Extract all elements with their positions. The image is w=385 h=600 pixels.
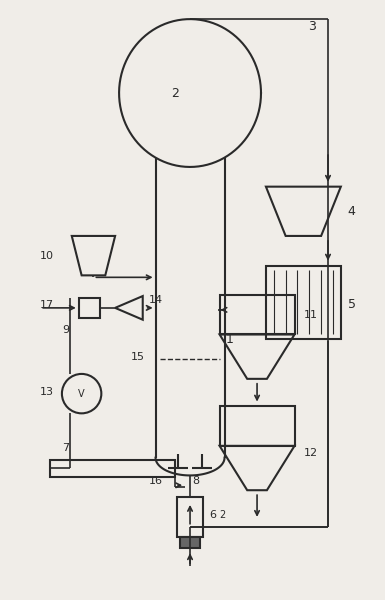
Text: 17: 17 [40,300,54,310]
Text: 10: 10 [40,251,54,260]
Bar [180,536,200,548]
Text: 2: 2 [171,86,179,100]
Bar [79,298,100,318]
Text: 11: 11 [303,310,317,320]
Bar [50,460,175,478]
Bar [219,406,295,446]
Text: 12: 12 [303,448,318,458]
Text: 13: 13 [40,386,54,397]
Text: 4: 4 [348,205,356,218]
Bar [266,266,341,340]
Bar [177,497,203,536]
Text: V: V [78,389,85,398]
Text: 15: 15 [131,352,145,362]
Text: 3: 3 [308,20,316,32]
Text: 16: 16 [149,476,162,487]
Text: 2: 2 [219,510,226,520]
Text: 14: 14 [149,295,163,305]
Text: 5: 5 [348,298,356,311]
Bar [219,295,295,334]
Text: 1: 1 [226,333,233,346]
Text: 7: 7 [62,443,69,453]
Text: 6: 6 [210,510,217,520]
Text: 9: 9 [62,325,69,335]
Text: 8: 8 [192,476,199,487]
